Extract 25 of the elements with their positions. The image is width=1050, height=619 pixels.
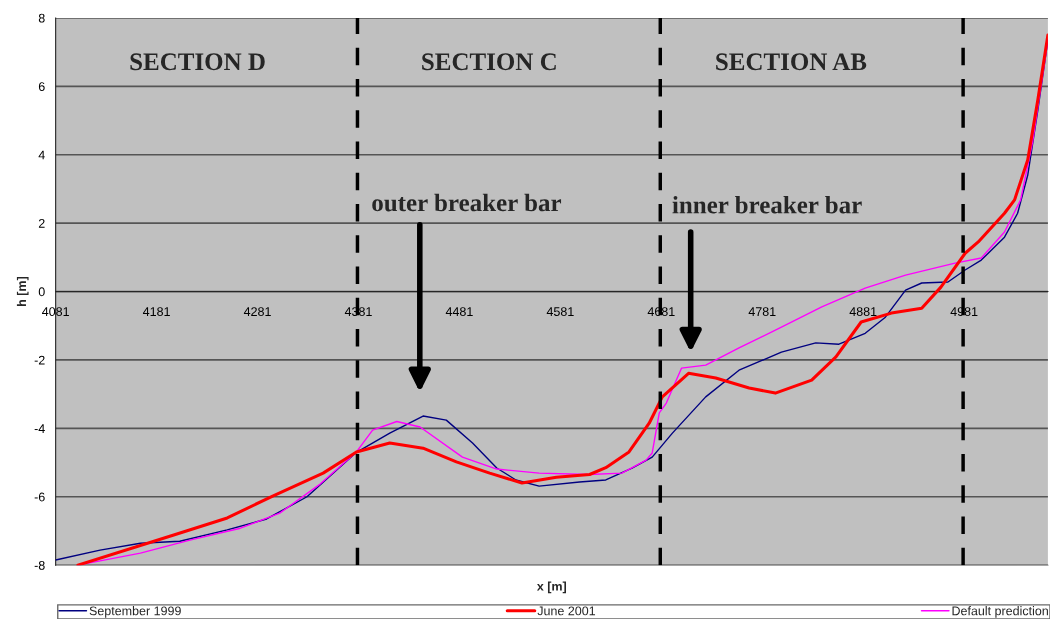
y-axis-title: h [m] xyxy=(16,276,29,306)
y-tick-label: -8 xyxy=(34,560,45,570)
y-tick-label: -2 xyxy=(34,355,45,365)
y-tick-label: 0 xyxy=(38,287,45,297)
x-tick-label: 4881 xyxy=(849,307,877,317)
annotation: outer breaker bar xyxy=(372,193,562,212)
y-tick-label: 2 xyxy=(38,218,45,228)
y-tick-label: 4 xyxy=(38,150,45,160)
x-tick-label: 4181 xyxy=(142,307,170,317)
y-tick-label: 8 xyxy=(38,13,45,23)
y-tick-label: 6 xyxy=(38,82,45,91)
annotation: inner breaker bar xyxy=(672,195,862,214)
legend-label: Default prediction xyxy=(952,606,1048,618)
x-axis-title: x [m] xyxy=(536,581,567,594)
y-tick-label: -6 xyxy=(34,492,45,502)
legend-label: June 2001 xyxy=(537,606,596,616)
annotation: SECTION C xyxy=(422,53,556,71)
legend-label: September 1999 xyxy=(89,606,181,618)
x-tick-label: 4781 xyxy=(748,307,776,317)
annotation: SECTION D xyxy=(130,53,265,71)
x-tick-label: 4281 xyxy=(243,307,271,317)
x-tick-label: 4581 xyxy=(546,307,574,317)
y-tick-label: -4 xyxy=(34,424,45,433)
x-tick-label: 4481 xyxy=(445,307,473,317)
annotation: SECTION AB xyxy=(716,53,867,71)
